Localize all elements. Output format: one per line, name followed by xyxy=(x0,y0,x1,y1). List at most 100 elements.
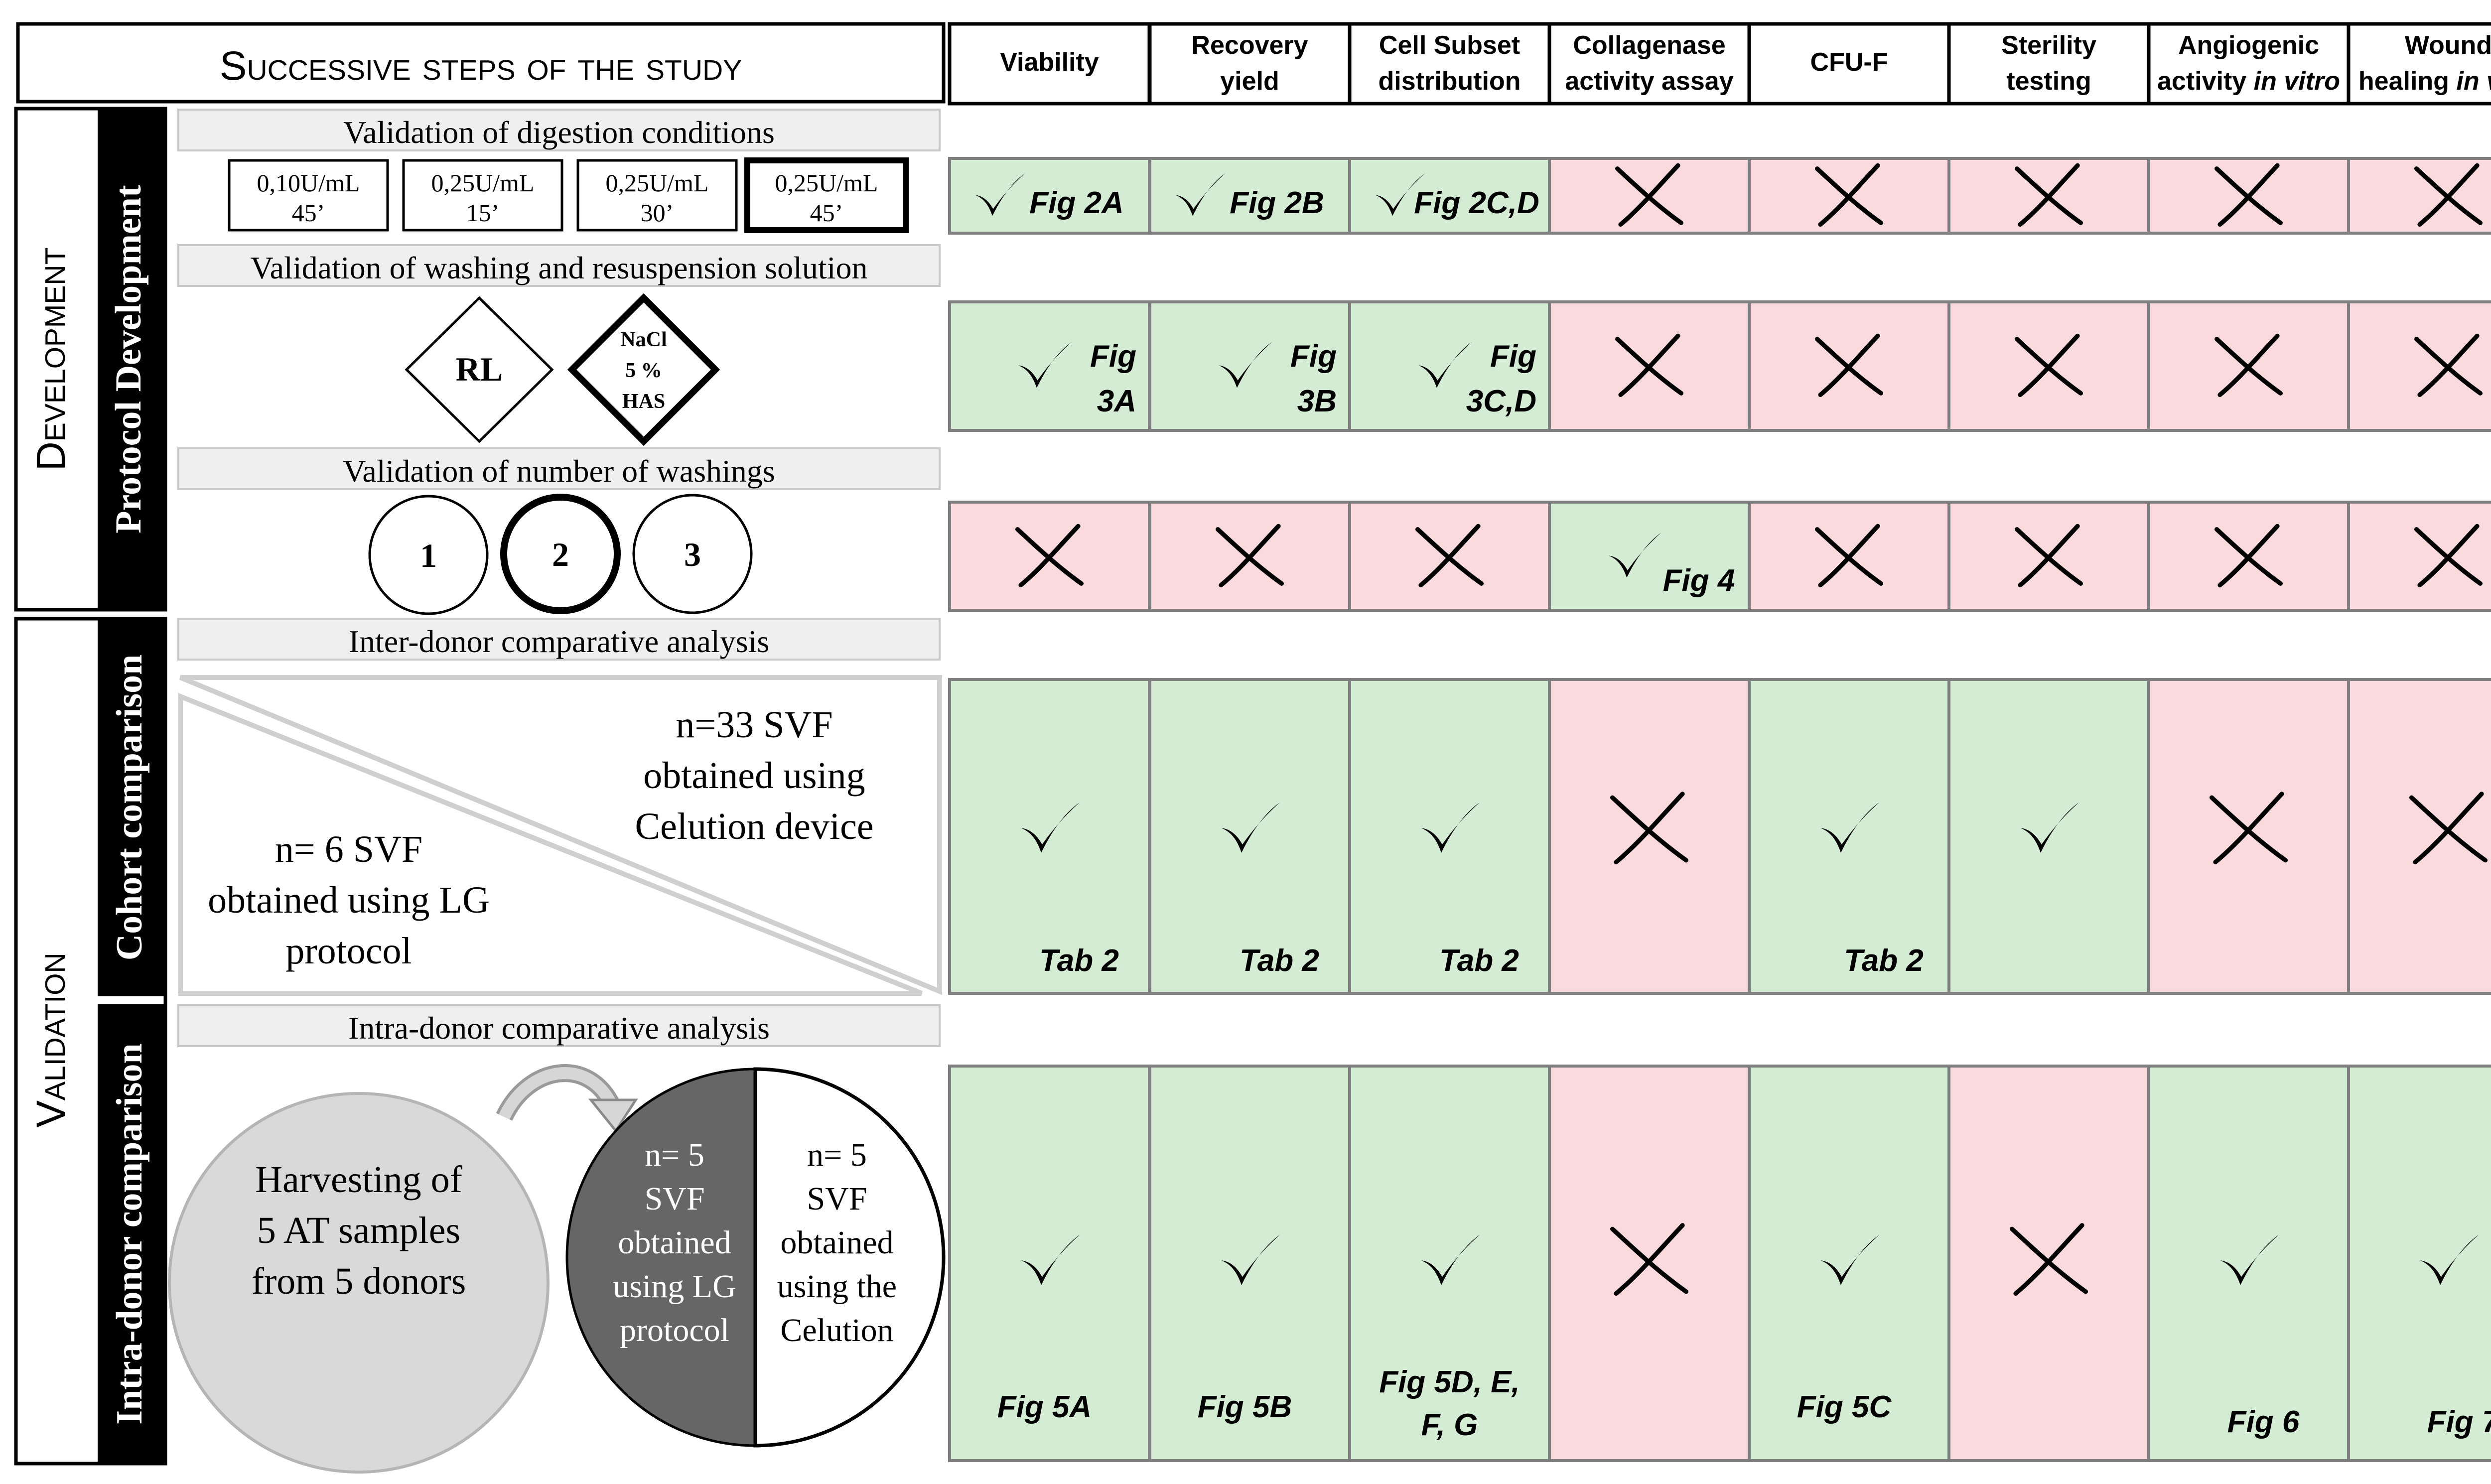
protocol-development-bar xyxy=(98,109,165,610)
result-cell: Fig 5C xyxy=(1748,1065,1950,1462)
cross-mark xyxy=(1618,163,1680,227)
column-header-label: Angiogenic xyxy=(2178,31,2319,60)
result-cell xyxy=(2347,300,2491,432)
result-cell: Tab 2 xyxy=(1348,678,1551,995)
check-mark xyxy=(1018,342,1072,388)
lg-cohort-triangle xyxy=(178,692,923,996)
result-cell-bg xyxy=(2347,678,2491,995)
digestion-title: Validation of digestion conditions xyxy=(343,115,775,150)
result-cell xyxy=(1947,501,2150,612)
digestion-dose: 0,25U/mL xyxy=(775,169,878,197)
figure-reference: F, G xyxy=(1421,1408,1478,1442)
result-cell xyxy=(2347,678,2491,995)
result-cell-bg xyxy=(1348,1065,1551,1462)
celution-half-line-4: using the xyxy=(777,1268,897,1305)
cross-mark xyxy=(1018,524,1081,588)
figure-reference: Fig xyxy=(1490,339,1536,374)
digestion-dose: 0,25U/mL xyxy=(606,169,709,197)
celution-cohort-triangle xyxy=(179,675,942,995)
column-header-box xyxy=(2347,22,2491,106)
column-header-sublabel: distribution xyxy=(1379,67,1521,96)
cross-mark xyxy=(1219,524,1281,588)
celution-half-line-3: obtained xyxy=(780,1224,893,1261)
washings-title: Validation of number of washings xyxy=(343,453,775,489)
result-cell: Fig 2B xyxy=(1148,157,1351,235)
harvest-line-2: 5 AT samples xyxy=(257,1210,460,1251)
digestion-step: Validation of digestion conditions 0,10U… xyxy=(177,109,941,233)
figure-reference: Fig 5B xyxy=(1198,1390,1292,1424)
lg-half-line-5: protocol xyxy=(620,1312,729,1349)
column-header: Recovery yield xyxy=(1148,22,1352,106)
results-grid: Fig 2A Fig 2B Fig 2C,DFig3AFig3BFig3C,DFig… xyxy=(948,157,2491,1462)
column-header-label: Wound xyxy=(2405,31,2491,60)
column-header: Viability xyxy=(948,22,1151,106)
result-cell-bg xyxy=(2347,1065,2491,1462)
lg-cohort-line-1: n= 6 SVF xyxy=(275,828,422,870)
results-row: Fig 3A Fig 3B Fig 3C,D xyxy=(948,300,2491,432)
column-header-label: Sterility xyxy=(2001,31,2096,60)
result-cell xyxy=(1748,157,1950,235)
digestion-title-bar xyxy=(177,109,941,151)
cross-mark xyxy=(2417,524,2480,588)
cross-mark xyxy=(2213,792,2284,865)
check-mark xyxy=(1021,802,1080,853)
intra-donor-comparison-label: Intra-donor comparison xyxy=(109,1043,150,1424)
result-cell: Fig 6 xyxy=(2147,1065,2350,1462)
check-mark xyxy=(1221,1234,1280,1285)
figure-reference: Fig 4 xyxy=(1663,563,1735,598)
harvest-to-split-arrowhead xyxy=(588,1098,638,1133)
study-title: Successive steps of the study xyxy=(220,43,742,89)
study-title-box xyxy=(16,22,946,104)
check-mark xyxy=(1421,802,1480,853)
protocol-development-label: Protocol Development xyxy=(108,185,149,534)
result-cell-bg xyxy=(948,300,1151,432)
cross-mark xyxy=(2417,333,2480,398)
result-cell-bg xyxy=(948,1065,1151,1462)
check-mark xyxy=(1820,802,1880,853)
intra-donor-title: Intra-donor comparative analysis xyxy=(348,1010,770,1046)
washings-option-2-label: 2 xyxy=(552,536,569,573)
result-cell xyxy=(1548,300,1751,432)
harvest-line-1: Harvesting of xyxy=(255,1159,462,1201)
figure-reference: Fig xyxy=(1090,339,1136,374)
celution-cohort-line-2: obtained using xyxy=(643,755,865,797)
cross-mark xyxy=(1618,333,1680,398)
column-header-sublabel: activity assay xyxy=(1565,67,1733,96)
result-cell: Fig 3C,D xyxy=(1348,300,1551,432)
cross-mark xyxy=(2018,333,2080,398)
result-cell: Fig 5D, E, F, G xyxy=(1348,1065,1551,1462)
lg-half-line-2: SVF xyxy=(644,1181,704,1217)
harvest-circle xyxy=(168,1092,550,1474)
column-header-box xyxy=(1148,22,1352,106)
check-mark xyxy=(1609,533,1661,578)
column-header: CFU-F xyxy=(1747,22,1951,106)
column-header-sublabel: healing in vivo xyxy=(2358,67,2491,96)
nacl-has-diamond xyxy=(567,293,720,446)
cross-mark xyxy=(2018,524,2080,588)
result-cell xyxy=(2347,501,2491,612)
result-cell-bg xyxy=(948,157,1151,235)
column-header-label: CFU-F xyxy=(1810,48,1888,77)
result-cell xyxy=(1148,501,1351,612)
result-cell xyxy=(1348,501,1551,612)
inter-donor-title: Inter-donor comparative analysis xyxy=(349,624,770,659)
column-header: Wound healing in vivo xyxy=(2347,22,2491,106)
washings-option-3 xyxy=(632,494,753,614)
lg-cohort-line-2: obtained using LG xyxy=(208,879,490,921)
check-mark xyxy=(1021,1234,1080,1285)
result-cell xyxy=(1947,157,2150,235)
celution-cohort-line-1: n=33 SVF xyxy=(676,704,832,746)
result-cell: Tab 2 xyxy=(948,678,1151,995)
result-cell-bg xyxy=(1748,1065,1950,1462)
column-header: Cell Subset distribution xyxy=(1348,22,1551,106)
result-cell xyxy=(1548,678,1751,995)
column-header-sublabel: activity in vitro xyxy=(2157,67,2340,96)
cross-mark xyxy=(2217,524,2280,588)
header: Successive steps of the study Viability R… xyxy=(16,22,2491,106)
washings-option-2 xyxy=(500,494,621,614)
lg-half-line-3: obtained xyxy=(618,1224,731,1261)
washings-option-3-label: 3 xyxy=(684,536,701,573)
result-cell xyxy=(1748,501,1950,612)
